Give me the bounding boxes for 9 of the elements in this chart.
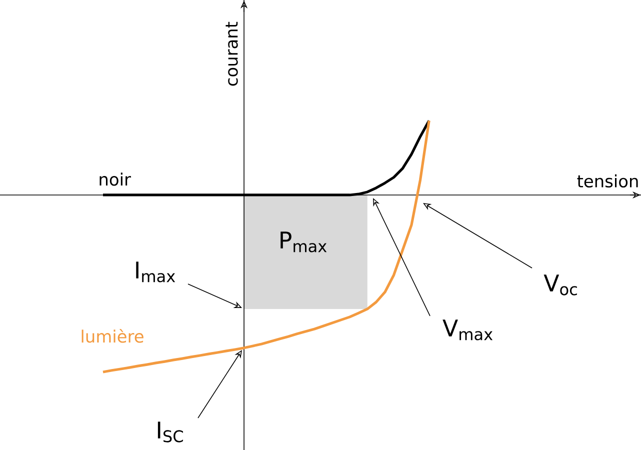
text: tension xyxy=(577,174,638,188)
y-axis-title: courant xyxy=(226,22,238,86)
text: V$_{max}$ xyxy=(442,320,493,340)
series-label: noir xyxy=(100,172,131,186)
series-label: lumière xyxy=(82,328,144,343)
text: V$_{oc}$ xyxy=(544,274,577,296)
annotation: P$_{max}$ xyxy=(280,232,327,252)
annotation: I$_{max}$ xyxy=(136,262,176,282)
text: I$_{SC}$ xyxy=(158,422,183,442)
